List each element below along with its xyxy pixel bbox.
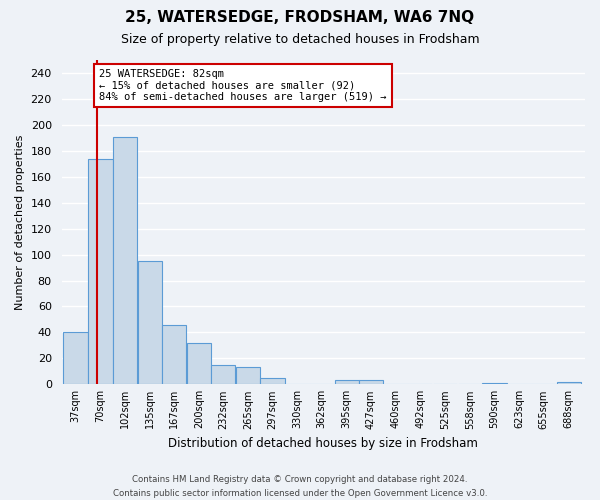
Bar <box>187 343 211 384</box>
X-axis label: Distribution of detached houses by size in Frodsham: Distribution of detached houses by size … <box>169 437 478 450</box>
Text: Size of property relative to detached houses in Frodsham: Size of property relative to detached ho… <box>121 32 479 46</box>
Text: Contains HM Land Registry data © Crown copyright and database right 2024.
Contai: Contains HM Land Registry data © Crown c… <box>113 476 487 498</box>
Bar <box>482 383 506 384</box>
Bar <box>260 378 284 384</box>
Bar <box>359 380 383 384</box>
Text: 25, WATERSEDGE, FRODSHAM, WA6 7NQ: 25, WATERSEDGE, FRODSHAM, WA6 7NQ <box>125 10 475 25</box>
Bar <box>211 365 235 384</box>
Bar <box>557 382 581 384</box>
Bar <box>64 332 88 384</box>
Bar <box>236 368 260 384</box>
Bar <box>162 324 186 384</box>
Y-axis label: Number of detached properties: Number of detached properties <box>15 134 25 310</box>
Bar <box>88 158 113 384</box>
Bar <box>113 136 137 384</box>
Bar <box>137 261 162 384</box>
Bar <box>335 380 359 384</box>
Text: 25 WATERSEDGE: 82sqm
← 15% of detached houses are smaller (92)
84% of semi-detac: 25 WATERSEDGE: 82sqm ← 15% of detached h… <box>100 69 387 102</box>
